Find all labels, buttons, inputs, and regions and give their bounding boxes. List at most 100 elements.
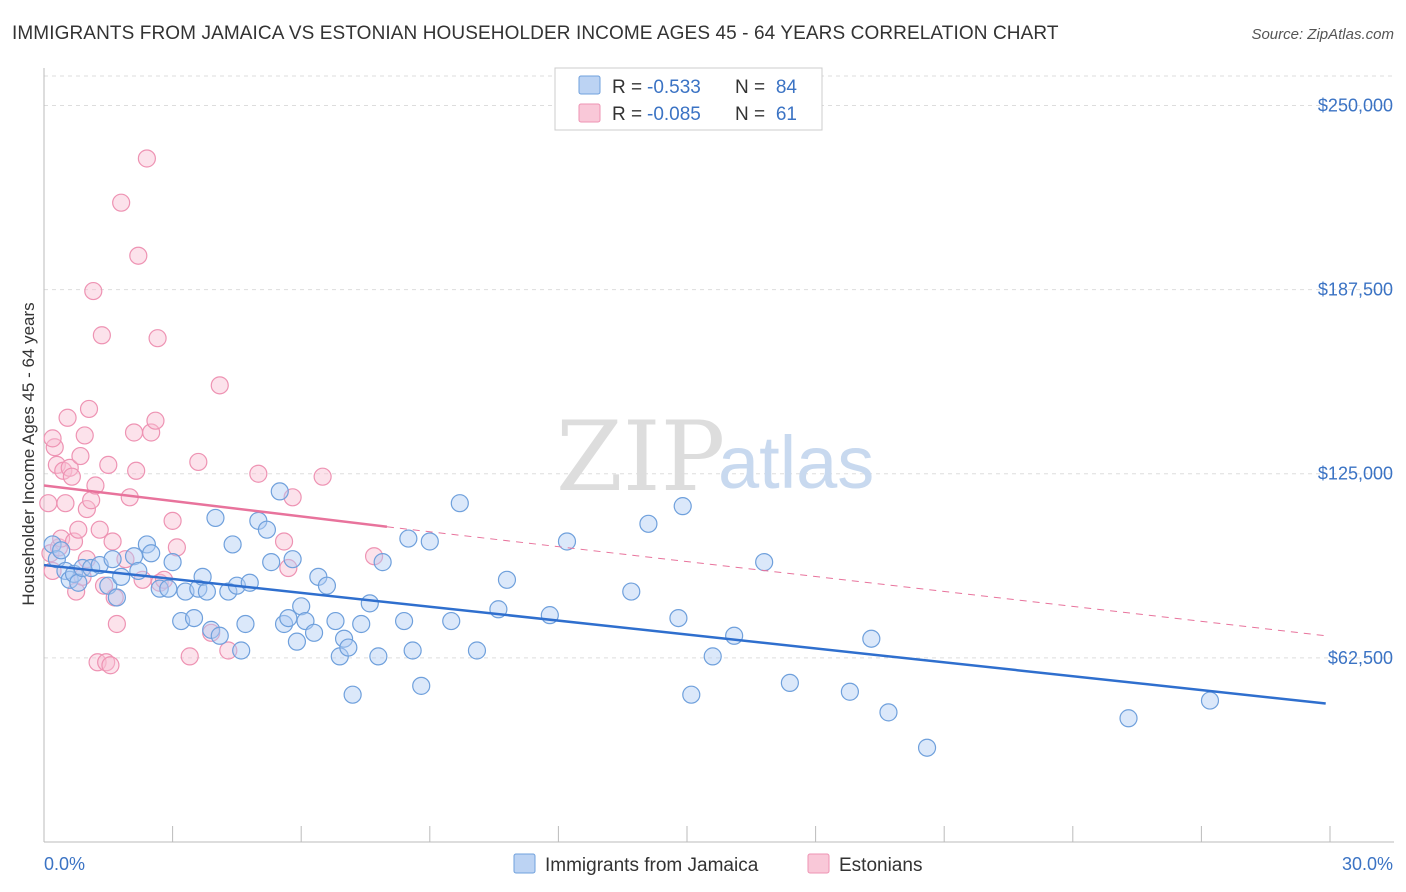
jamaica-point-48 (317, 576, 337, 595)
jamaica-point-54 (352, 614, 371, 634)
estonians-point-51 (210, 376, 229, 395)
estonians-point-38 (129, 246, 148, 265)
jamaica-point-31 (223, 535, 242, 554)
jamaica-point-71 (639, 514, 658, 533)
jamaica-point-81 (879, 703, 898, 722)
legend-r-label-1: R = (612, 77, 642, 98)
legend-r-value-1: -0.533 (647, 77, 701, 98)
jamaica-point-42 (283, 550, 302, 569)
jamaica-point-84 (1200, 691, 1220, 710)
jamaica-point-56 (369, 647, 388, 666)
estonians-point-25 (92, 326, 111, 345)
legend-n-label-2: N = (735, 104, 765, 125)
estonians-point-14 (69, 520, 88, 539)
estonians-point-36 (124, 423, 144, 442)
jamaica-point-55 (360, 594, 379, 613)
estonians-point-29 (101, 656, 120, 675)
y-tick-label-1: $125,000 (1318, 464, 1393, 484)
series-jamaica-points (43, 482, 1220, 757)
jamaica-point-33 (232, 641, 251, 660)
jamaica-point-12 (107, 588, 126, 607)
chart-title: IMMIGRANTS FROM JAMAICA VS ESTONIAN HOUS… (12, 23, 1059, 44)
estonians-point-53 (249, 464, 268, 483)
jamaica-point-38 (262, 553, 281, 572)
y-tick-label-3: $250,000 (1318, 95, 1393, 115)
legend-swatch-blue (578, 75, 601, 95)
jamaica-point-39 (270, 482, 289, 501)
trend-lines (43, 484, 1326, 705)
estonians-point-21 (84, 281, 103, 301)
estonians-point-37 (127, 461, 146, 480)
jamaica-point-83 (1119, 709, 1138, 728)
jamaica-point-57 (373, 553, 392, 572)
jamaica-point-67 (497, 570, 517, 589)
series-legend-swatch-estonians (807, 853, 830, 874)
jamaica-point-44 (292, 597, 311, 616)
estonians-point-22 (86, 476, 105, 495)
jamaica-point-52 (339, 638, 358, 657)
trend-line-jamaica (43, 563, 1326, 705)
estonians-point-24 (90, 520, 109, 539)
jamaica-point-49 (326, 611, 345, 631)
estonians-point-15 (71, 446, 90, 466)
estonians-point-49 (189, 452, 208, 472)
jamaica-point-28 (206, 508, 225, 528)
estonians-point-17 (75, 426, 94, 445)
jamaica-point-17 (142, 544, 161, 563)
series-legend-swatch-jamaica (513, 853, 536, 874)
estonians-point-18 (77, 499, 96, 519)
legend-r-label-2: R = (612, 104, 642, 125)
estonians-point-8 (56, 494, 75, 513)
series-legend: Immigrants from Jamaica Estonians (513, 853, 922, 876)
watermark-zip: ZIP (556, 401, 725, 513)
estonians-point-59 (43, 429, 62, 448)
estonians-point-11 (62, 467, 81, 486)
estonians-point-12 (64, 532, 84, 551)
estonians-point-42 (146, 411, 165, 430)
jamaica-point-14 (124, 547, 144, 566)
estonians-point-57 (313, 467, 332, 486)
estonians-point-41 (142, 423, 161, 442)
jamaica-point-69 (557, 532, 577, 551)
estonians-point-19 (79, 399, 99, 419)
jamaica-point-19 (159, 579, 178, 598)
jamaica-point-82 (917, 738, 937, 757)
estonians-point-43 (148, 329, 167, 348)
jamaica-point-62 (420, 532, 439, 551)
estonians-point-0 (39, 494, 58, 513)
jamaica-point-37 (257, 520, 277, 539)
x-tick-label-min: 0.0% (44, 854, 85, 874)
jamaica-point-60 (403, 641, 422, 660)
jamaica-point-23 (184, 608, 204, 628)
jamaica-point-53 (343, 685, 362, 704)
gridlines (44, 75, 1394, 659)
jamaica-point-70 (622, 582, 641, 601)
jamaica-point-34 (236, 614, 255, 634)
jamaica-point-72 (669, 608, 688, 628)
jamaica-point-20 (163, 553, 182, 572)
trend-line-estonians (43, 484, 388, 529)
stats-legend: R = -0.533 N = 84 R = -0.085 N = 61 (554, 67, 823, 131)
watermark: ZIP atlas (556, 401, 874, 513)
estonians-point-46 (163, 511, 182, 530)
y-axis-label: Householder Income Ages 45 - 64 years (19, 302, 38, 605)
jamaica-point-51 (334, 629, 354, 648)
estonians-point-52 (219, 641, 238, 660)
jamaica-point-6 (69, 573, 88, 592)
estonians-point-55 (279, 558, 298, 578)
series-legend-label-estonians: Estonians (839, 855, 922, 876)
estonians-point-40 (137, 149, 156, 168)
estonians-point-9 (58, 408, 77, 427)
x-tick-label-max: 30.0% (1342, 854, 1393, 874)
jamaica-point-78 (780, 673, 799, 693)
y-tick-label-0: $62,500 (1328, 648, 1393, 668)
estonians-point-47 (167, 538, 186, 557)
jamaica-point-61 (412, 676, 431, 695)
watermark-atlas: atlas (718, 421, 874, 504)
jamaica-point-76 (725, 626, 744, 645)
jamaica-point-43 (287, 632, 307, 651)
jamaica-point-16 (137, 535, 156, 554)
estonians-point-32 (107, 614, 126, 634)
trend-line-estonians-extension (386, 526, 1326, 637)
